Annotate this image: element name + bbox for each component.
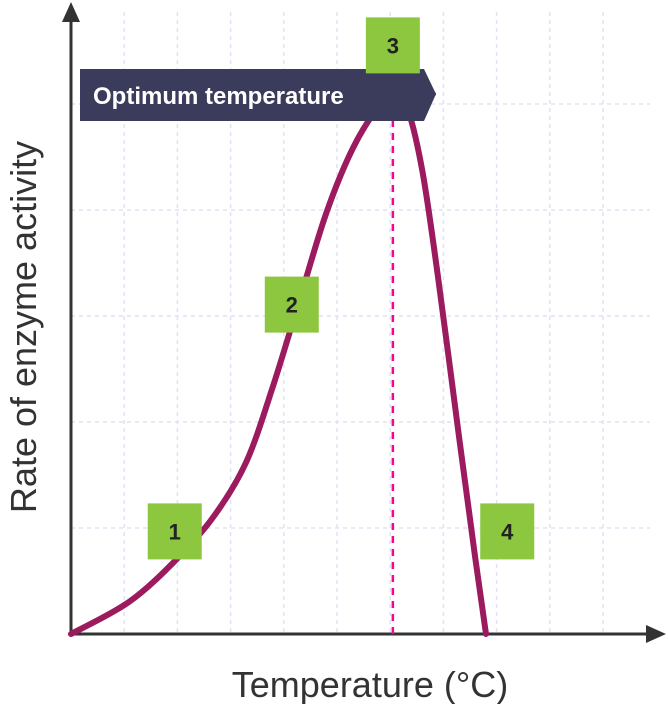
region-badge-2: 2 [264,276,319,333]
region-badge-box [480,503,535,560]
optimum-guides [391,92,436,634]
region-badge-label: 3 [387,33,399,58]
region-badge-4: 4 [480,503,535,560]
region-badge-label: 4 [501,519,514,544]
callout-box [80,69,436,121]
y-axis-title: Rate of enzyme activity [3,141,44,513]
region-badge-3: 3 [365,17,420,74]
region-badge-label: 1 [169,519,181,544]
x-axis-arrowhead [646,625,666,643]
region-badge-1: 1 [147,503,202,560]
x-axis-title: Temperature (°C) [232,664,508,704]
axes [62,2,666,643]
region-badge-label: 2 [286,293,298,318]
series-line [68,90,489,637]
optimum-callout: Optimum temperature [80,69,436,121]
region-badge-box [264,276,319,333]
region-badges: 1 2 3 4 [147,17,535,560]
callout-label: Optimum temperature [93,83,344,110]
region-badge-box [365,17,420,74]
y-axis-arrowhead [62,2,80,22]
region-badge-box [147,503,202,560]
